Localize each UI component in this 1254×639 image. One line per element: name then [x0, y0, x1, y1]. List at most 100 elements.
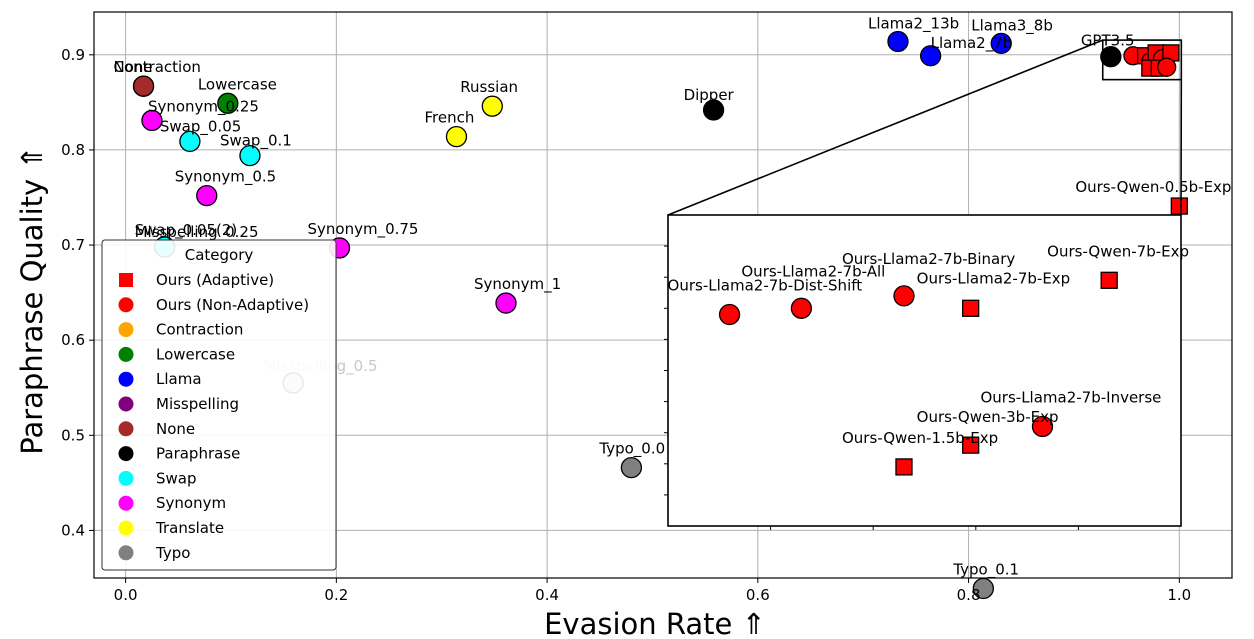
data-point	[179, 130, 201, 153]
inset-point	[895, 458, 913, 476]
legend-label: Contraction	[156, 321, 243, 339]
point-label: Typo_0.0	[598, 440, 665, 459]
legend-label: Ours (Non-Adaptive)	[156, 296, 309, 314]
legend-swatch	[118, 322, 134, 338]
legend-swatch	[118, 346, 134, 362]
x-tick-label: 0.6	[746, 586, 770, 604]
data-point	[132, 75, 155, 97]
inset-point	[962, 299, 980, 317]
legend-label: Lowercase	[156, 345, 235, 363]
point-label: Llama2_7b	[931, 34, 1013, 53]
legend-swatch	[118, 421, 134, 437]
inset-point-label: Ours-Llama2-7b-Inverse	[980, 388, 1161, 406]
point-label: Misspelling_0.25	[135, 223, 259, 242]
inset-point	[962, 436, 980, 454]
data-point	[495, 292, 517, 314]
inset-point	[893, 285, 915, 307]
point-label: Lowercase	[198, 75, 277, 93]
data-point	[481, 95, 503, 117]
y-tick-label: 0.8	[61, 141, 85, 159]
legend-swatch	[118, 371, 134, 387]
inset-point	[790, 297, 813, 319]
y-tick-label: 0.9	[61, 46, 85, 64]
y-tick-label: 0.4	[61, 521, 85, 539]
legend-swatch	[118, 545, 134, 561]
data-point	[919, 45, 942, 67]
point-label: Llama3_8b	[971, 16, 1053, 35]
inset-point-label: Ours-Qwen-7b-Exp	[1047, 242, 1189, 260]
data-point	[702, 99, 725, 121]
y-tick-label: 0.6	[61, 331, 85, 349]
x-tick-label: 1.0	[1167, 586, 1191, 604]
data-point	[887, 30, 909, 53]
x-tick-label: 0.2	[324, 586, 348, 604]
data-point	[1170, 197, 1188, 215]
legend-border	[101, 239, 337, 571]
data-point	[141, 109, 163, 132]
data-point	[196, 184, 218, 207]
inset-point	[1031, 415, 1054, 438]
legend-swatch	[118, 520, 134, 536]
plot-frame	[93, 11, 1233, 579]
legend-label: Translate	[155, 519, 224, 537]
inset-point-label: Ours-Llama2-7b-All	[741, 262, 885, 280]
point-label: Russian	[460, 78, 518, 96]
inset-point-label: Ours-Qwen-3b-Exp	[917, 408, 1059, 426]
point-label: Dipper	[684, 86, 735, 104]
inset-point-label: Ours-Llama2-7b-Binary	[842, 250, 1015, 268]
legend-label: None	[156, 420, 195, 438]
point-label: Synonym_0.75	[308, 220, 419, 239]
y-tick-label: 0.7	[61, 236, 85, 254]
legend-swatch	[118, 495, 134, 511]
axes: 0.0 0.2 0.4 0.6 0.8 1.0 0.4 0.5 0.6 0.7 0.8 0.9	[61, 11, 1233, 604]
data-point	[1100, 46, 1122, 68]
legend-label: Misspelling	[156, 395, 239, 413]
legend-label: Typo	[155, 544, 190, 562]
point-label: Swap_0.05(2)	[135, 221, 238, 240]
data-point	[239, 144, 261, 167]
point-label: Synonym_1	[474, 275, 561, 294]
legend-swatch	[119, 273, 133, 287]
inset-point-label: Ours-Llama2-7b-Exp	[917, 269, 1071, 287]
zoom-connector	[667, 39, 1104, 216]
x-axis-label: Evasion Rate ⇑	[544, 607, 766, 639]
inset-point	[1100, 271, 1118, 289]
legend: Category Ours (Adaptive) Ours (Non-Adaptiv…	[101, 239, 337, 571]
data-point	[217, 92, 239, 114]
point-label: Swap_0.05	[160, 117, 241, 136]
legend-label: Ours (Adaptive)	[156, 271, 274, 289]
point-label: Typo_0.1	[952, 560, 1019, 579]
legend-label: Paraphrase	[156, 445, 240, 463]
inset-point-label: Ours-Llama2-7b-Dist-Shift	[668, 277, 863, 295]
inset-point	[718, 303, 741, 326]
point-label: Llama2_13b	[868, 14, 959, 33]
main-labels: NoneContractionLowercaseSynonym_0.25Swap…	[114, 14, 1232, 579]
y-tick-label: 0.5	[61, 426, 85, 444]
inset-zoom: Ours-Llama2-7b-Dist-ShiftOurs-Llama2-7b-…	[664, 39, 1189, 530]
point-label: Synonym_0.25	[148, 97, 259, 116]
y-axis-label: Paraphrase Quality ⇑	[15, 145, 49, 454]
inset-frame	[667, 214, 1182, 527]
data-point	[990, 32, 1012, 55]
data-point	[620, 457, 643, 479]
legend-label: Swap	[156, 469, 197, 487]
legend-swatch	[118, 446, 134, 462]
legend-label: Synonym	[156, 494, 226, 512]
cluster-point	[1157, 57, 1177, 77]
inset-point-label: Ours-Qwen-1.5b-Exp	[842, 429, 998, 447]
x-tick-label: 0.8	[957, 586, 981, 604]
point-label: French	[424, 109, 474, 127]
legend-swatch	[118, 396, 134, 412]
x-tick-label: 0.4	[535, 586, 559, 604]
zoom-source-box	[1101, 39, 1183, 81]
legend-title: Category	[185, 246, 254, 264]
x-tick-label: 0.0	[114, 586, 138, 604]
point-label: Synonym_0.5	[175, 168, 276, 187]
data-point	[445, 125, 468, 148]
legend-swatch	[118, 297, 134, 313]
legend-swatch	[118, 470, 134, 486]
point-label: None	[114, 58, 153, 76]
point-label: Ours-Qwen-0.5b-Exp	[1075, 178, 1231, 196]
legend-label: Llama	[156, 370, 202, 388]
